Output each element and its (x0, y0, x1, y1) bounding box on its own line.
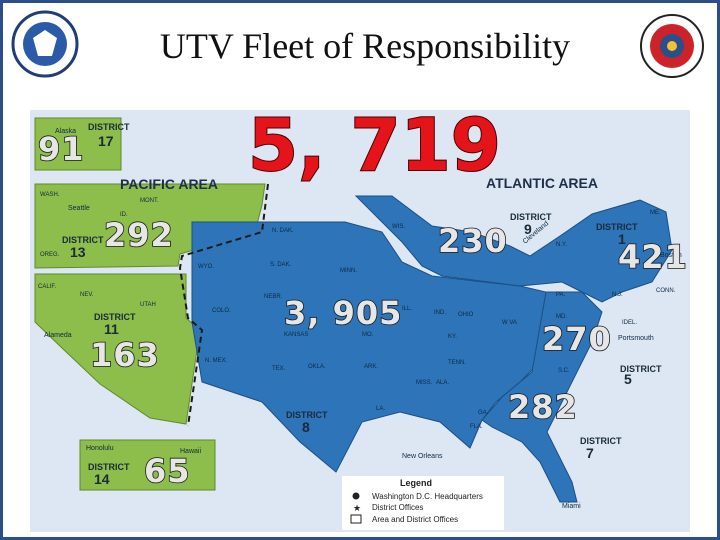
district-number: 8 (302, 419, 310, 435)
state-label: MD. (556, 314, 567, 320)
district-number: 7 (586, 445, 594, 461)
state-label: COLO. (212, 308, 231, 314)
state-label: N.Y. (556, 242, 567, 248)
state-label: PA. (556, 292, 566, 298)
state-label: TEX. (272, 366, 286, 372)
state-label: IDEL. (622, 320, 637, 326)
state-label: ILL. (402, 306, 412, 312)
state-labels: WASH. OREG. ID. MONT. CALIF. NEV. UTAH COLO. N. … (38, 192, 676, 430)
state-label: WIS. (392, 224, 405, 230)
state-label: TENN. (448, 360, 466, 366)
district-counts: 91 292 163 65 230 421 3, 905 270 282 (37, 129, 688, 491)
state-label: ARK. (364, 364, 378, 370)
district-label: DISTRICT (286, 410, 328, 420)
cg-aux-logo (640, 14, 704, 78)
legend-item: Area and District Offices (372, 515, 458, 524)
city-label: Hawaii (180, 448, 201, 455)
slide-title: UTV Fleet of Responsibility (160, 26, 570, 66)
state-label: NEBR. (264, 294, 283, 300)
state-label: OKLA. (308, 364, 326, 370)
state-label: IND. (434, 310, 446, 316)
state-label: W VA (502, 320, 517, 326)
legend-icon (350, 514, 362, 524)
area-boundary (178, 183, 269, 427)
district-number: 5 (624, 371, 632, 387)
city-label: Alaska (55, 128, 76, 135)
legend-icon: ★ (353, 503, 361, 513)
count-label: 421 (618, 238, 688, 276)
state-label: MONT. (140, 198, 159, 204)
district-label: DISTRICT (62, 235, 104, 245)
state-label: OHIO (458, 312, 474, 318)
district-labels: DISTRICT 17 DISTRICT 13 DISTRICT 11 DIST… (62, 122, 662, 487)
state-label: FLA. (470, 424, 483, 430)
state-label: ID. (120, 212, 128, 218)
city-label: Seattle (68, 205, 90, 212)
city-label: Alameda (44, 332, 72, 339)
atlantic-area (191, 195, 673, 503)
state-label: OREG. (40, 252, 60, 258)
district-number: 11 (104, 321, 119, 337)
pacific-area (34, 117, 266, 491)
state-label: NEV. (80, 292, 94, 298)
city-label: Boston (660, 252, 682, 259)
state-label: MINN. (340, 268, 357, 274)
district-number: 17 (98, 133, 114, 149)
state-label: N. DAK. (272, 228, 294, 234)
count-label: 282 (508, 388, 578, 426)
state-label: LA. (376, 406, 385, 412)
area-label: ATLANTIC AREA (486, 175, 598, 191)
legend-icon (352, 492, 360, 500)
state-label: MISS. (416, 380, 433, 386)
state-label: ME. (650, 210, 661, 216)
city-label: Miami (562, 503, 581, 510)
count-label: 163 (90, 336, 160, 374)
total-count: 5, 719 (248, 103, 501, 187)
district-label: DISTRICT (88, 462, 130, 472)
state-label: KANSAS (284, 332, 308, 338)
state-label: S.C. (558, 368, 570, 374)
state-label: GA. (478, 410, 489, 416)
legend: Legend Washington D.C. Headquarters ★ Di… (342, 476, 504, 530)
count-label: 65 (144, 452, 191, 490)
state-label: MO. (362, 332, 374, 338)
district-number: 9 (524, 221, 532, 237)
city-label: Portsmouth (618, 335, 654, 342)
legend-item: District Offices (372, 503, 423, 512)
area-label: PACIFIC AREA (120, 176, 218, 192)
state-label: CALIF. (38, 284, 56, 290)
state-label: ALA. (436, 380, 449, 386)
district-label: DISTRICT (94, 312, 136, 322)
district-label: DISTRICT (580, 436, 622, 446)
count-label: 292 (104, 216, 174, 254)
legend-box (342, 476, 504, 530)
state-label: KY. (448, 334, 457, 340)
state-label: S. DAK. (270, 262, 292, 268)
city-label: Honolulu (86, 445, 114, 452)
district-number: 1 (618, 231, 626, 247)
state-label: N. MEX. (205, 358, 228, 364)
state-label: WASH. (40, 192, 60, 198)
legend-title: Legend (400, 478, 432, 488)
city-label: New Orleans (402, 453, 443, 460)
state-label: WYO. (198, 264, 214, 270)
district-label: DISTRICT (620, 364, 662, 374)
district-label: DISTRICT (596, 222, 638, 232)
district-number: 13 (70, 244, 86, 260)
state-label: CONN. (656, 288, 676, 294)
district-label: DISTRICT (88, 122, 130, 132)
dhs-logo (11, 10, 79, 78)
count-label: 3, 905 (284, 294, 402, 332)
district-number: 14 (94, 471, 110, 487)
count-label: 270 (542, 320, 612, 358)
count-label: 230 (438, 222, 508, 260)
legend-item: Washington D.C. Headquarters (372, 492, 483, 501)
count-label: 91 (38, 130, 85, 168)
district-label: DISTRICT (510, 212, 552, 222)
state-label: UTAH (140, 302, 156, 308)
state-label: N.J. (612, 292, 623, 298)
